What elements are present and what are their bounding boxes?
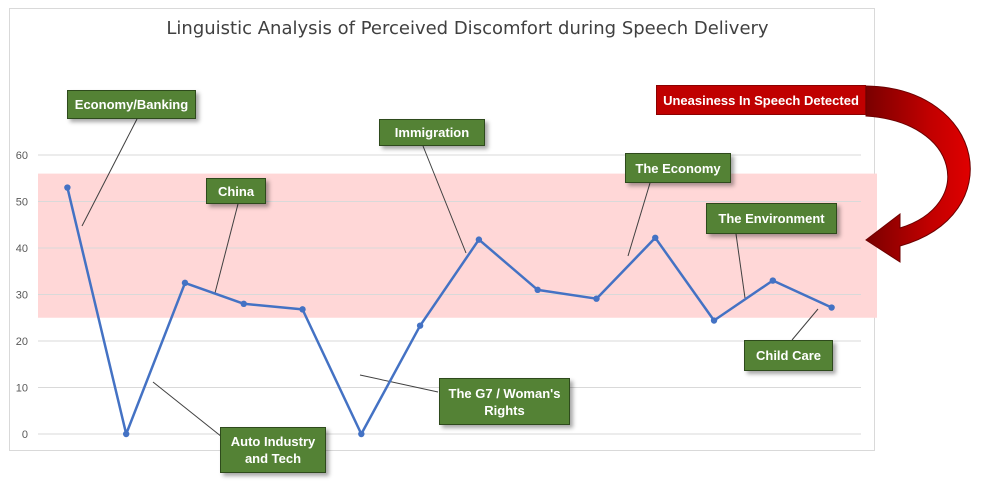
callout-auto-industry-tech: Auto Industry and Tech <box>220 427 326 473</box>
data-point <box>416 322 424 329</box>
data-point <box>534 286 541 294</box>
y-tick-label: 0 <box>22 429 28 441</box>
callout-the-economy: The Economy <box>625 153 731 183</box>
callout-immigration: Immigration <box>379 119 485 146</box>
data-point <box>299 306 306 313</box>
callout-leader-line <box>81 118 138 227</box>
callout-the-environment: The Environment <box>706 203 837 234</box>
y-tick-label: 50 <box>16 197 28 209</box>
series-line <box>66 187 833 436</box>
callout-leader-line <box>422 145 467 254</box>
callout-leader-line <box>627 182 651 257</box>
data-point <box>652 234 659 241</box>
callout-child-care: Child Care <box>744 340 833 371</box>
callout-economy-banking: Economy/Banking <box>67 90 196 119</box>
y-tick-label: 10 <box>16 383 28 395</box>
callout-leader-line <box>791 308 819 341</box>
data-point <box>358 430 365 438</box>
callout-leader-line <box>359 374 439 393</box>
callout-china: China <box>206 178 266 204</box>
data-point <box>64 184 71 191</box>
callout-leader-line <box>152 381 223 438</box>
uneasiness-alert-label: Uneasiness In Speech Detected <box>656 85 866 115</box>
data-point <box>240 300 247 307</box>
curved-arrow-icon <box>865 85 971 263</box>
data-point <box>769 277 777 284</box>
data-point <box>710 317 718 324</box>
y-tick-label: 60 <box>16 150 28 162</box>
data-point <box>828 304 835 311</box>
y-tick-label: 30 <box>16 290 28 302</box>
chart-title: Linguistic Analysis of Perceived Discomf… <box>166 18 769 39</box>
callout-leader-line <box>214 203 239 294</box>
callout-g7-womans-rights: The G7 / Woman's Rights <box>439 378 570 425</box>
data-point <box>593 295 600 302</box>
data-point <box>181 279 189 287</box>
y-tick-label: 20 <box>16 336 28 348</box>
y-tick-label: 40 <box>16 243 28 255</box>
data-point <box>475 236 483 243</box>
callout-leader-line <box>735 233 746 299</box>
data-point <box>122 430 130 438</box>
